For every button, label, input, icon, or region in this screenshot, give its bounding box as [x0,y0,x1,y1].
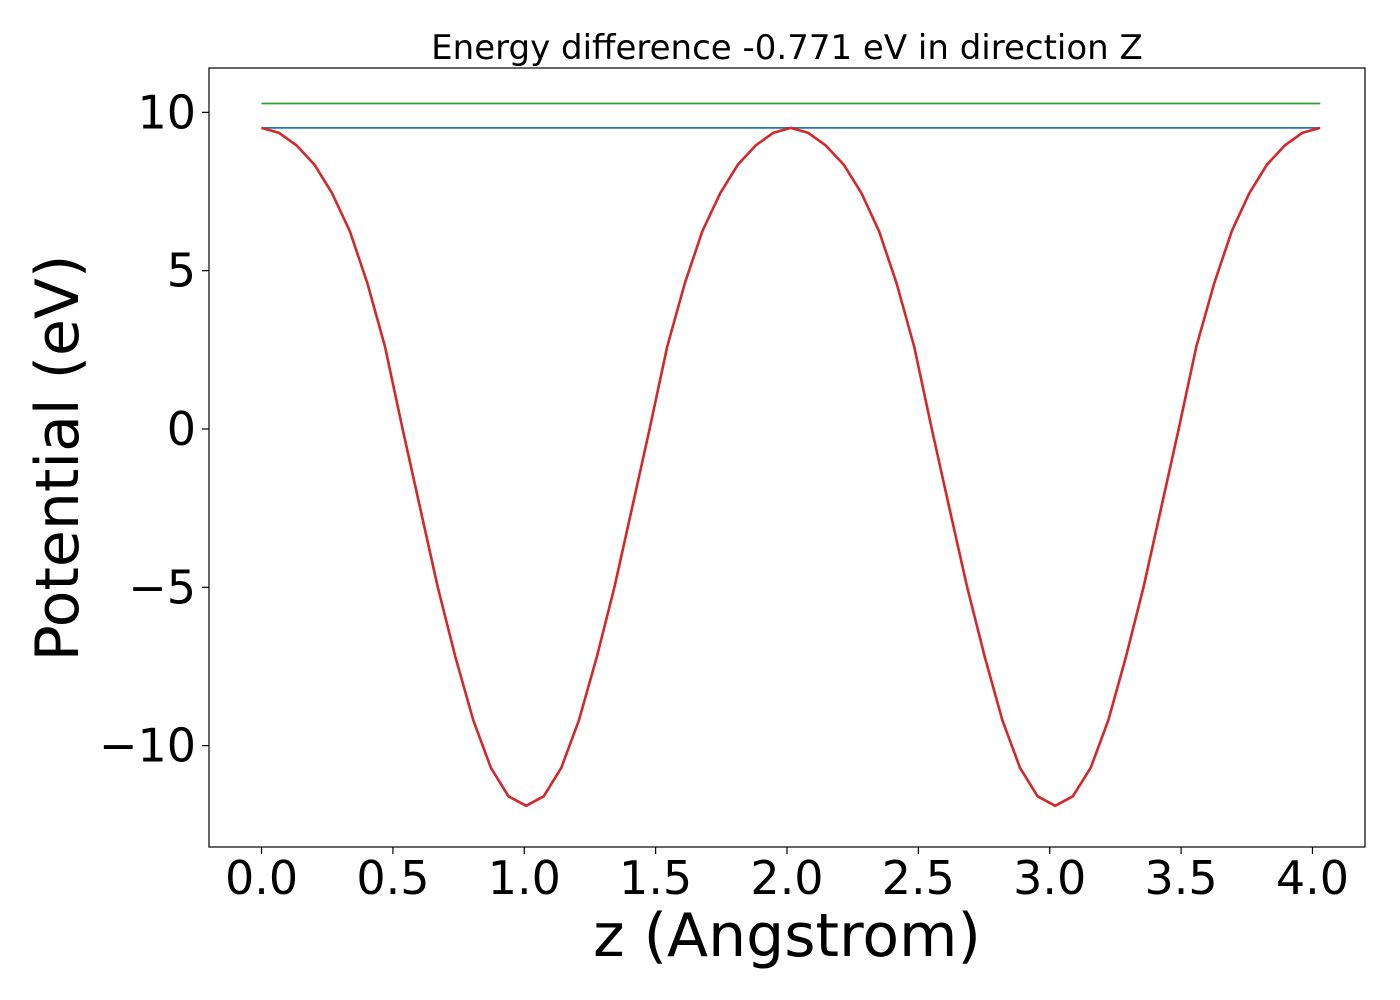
x-axis-label: z (Angstrom) [593,901,981,971]
x-tick-label: 1.0 [488,851,561,905]
series-line-2 [261,126,1321,808]
x-axis: 0.0 0.5 1.0 1.5 2.0 2.5 3.0 3.5 4.0 [225,847,1349,905]
y-tick-label: 10 [137,85,196,139]
x-tick-label: 1.5 [619,851,692,905]
y-tick-label: 0 [167,402,196,456]
y-tick-label: 5 [167,244,196,298]
plot-background [209,68,1365,847]
x-tick-label: 0.0 [225,851,298,905]
x-tick-label: 2.5 [882,851,955,905]
y-tick-label: −5 [128,560,196,614]
y-tick-label: −10 [99,719,196,773]
chart-title: Energy difference -0.771 eV in direction… [431,28,1143,68]
x-tick-label: 3.0 [1013,851,1086,905]
x-tick-label: 4.0 [1276,851,1349,905]
x-tick-label: 3.5 [1145,851,1218,905]
y-axis: −10 −5 0 5 10 [99,85,209,773]
x-tick-label: 2.0 [750,851,823,905]
y-axis-label: Potential (eV) [23,255,93,662]
series-layer [261,102,1321,808]
x-tick-label: 0.5 [356,851,429,905]
